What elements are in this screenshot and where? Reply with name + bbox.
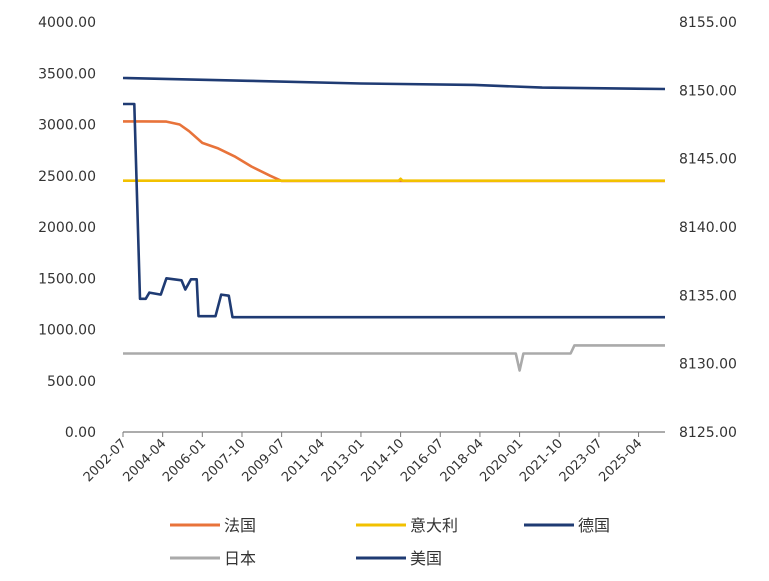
left-axis-tick-label: 0.00 — [65, 425, 96, 441]
x-axis-ticks: 2002-072004-042006-012007-102009-072011-… — [81, 432, 645, 485]
left-axis-tick-label: 2000.00 — [38, 220, 96, 236]
legend-label: 意大利 — [410, 516, 458, 535]
left-axis-tick-label: 2500.00 — [38, 169, 96, 185]
right-axis-tick-label: 8140.00 — [679, 220, 737, 236]
left-axis-tick-label: 500.00 — [47, 374, 96, 390]
right-axis-tick-label: 8145.00 — [679, 152, 737, 168]
legend-label: 德国 — [578, 516, 610, 535]
series-line-2 — [123, 102, 665, 319]
series-line-3 — [123, 344, 665, 372]
right-axis-tick-label: 8125.00 — [679, 425, 737, 441]
legend-label: 法国 — [224, 516, 256, 535]
series-line-0 — [123, 120, 665, 183]
left-axis-tick-label: 1000.00 — [38, 323, 96, 339]
left-axis-tick-label: 1500.00 — [38, 271, 96, 287]
legend-label: 美国 — [410, 549, 442, 568]
left-axis-tick-label: 4000.00 — [38, 15, 96, 31]
right-axis-ticks: 8125.00 8130.00 8135.00 8140.00 8145.00 8150.… — [679, 15, 737, 441]
legend-label: 日本 — [224, 549, 256, 568]
series-line-4 — [122, 76, 666, 91]
right-axis-tick-label: 8150.00 — [679, 83, 737, 99]
right-axis-tick-label: 8135.00 — [679, 288, 737, 304]
right-axis-tick-label: 8155.00 — [679, 15, 737, 31]
x-axis-tick-label: 2025-04 — [596, 436, 645, 485]
left-axis-ticks: 0.00 500.00 1000.00 1500.00 2000.00 2500.00 30… — [38, 15, 96, 441]
series-line-1 — [123, 177, 665, 182]
right-axis-tick-label: 8130.00 — [679, 357, 737, 373]
left-axis-tick-label: 3500.00 — [38, 66, 96, 82]
left-axis-tick-label: 3000.00 — [38, 118, 96, 134]
series-layer — [122, 76, 666, 372]
